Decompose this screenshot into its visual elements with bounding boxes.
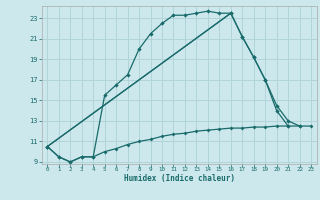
X-axis label: Humidex (Indice chaleur): Humidex (Indice chaleur) [124,174,235,183]
